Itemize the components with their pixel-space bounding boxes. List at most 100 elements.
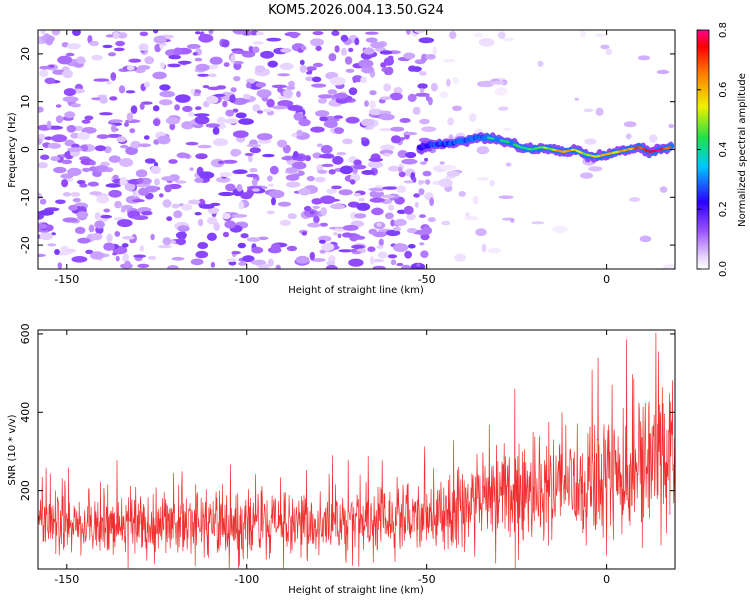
heatmap-cell <box>638 55 650 61</box>
heatmap-cell <box>205 95 219 104</box>
heatmap-cell <box>169 123 176 131</box>
heatmap-cell <box>243 93 251 100</box>
heatmap-cell <box>115 40 125 47</box>
heatmap-cell <box>195 106 202 111</box>
heatmap-cell <box>353 245 360 250</box>
heatmap-cell <box>469 113 477 122</box>
heatmap-cell <box>132 199 145 203</box>
heatmap-cell <box>625 133 632 140</box>
heatmap-cell <box>96 134 110 140</box>
heatmap-cell <box>262 108 272 113</box>
heatmap-cell <box>452 76 460 86</box>
heatmap-cell <box>340 47 348 56</box>
heatmap-cell <box>107 133 122 138</box>
heatmap-cell <box>126 65 135 71</box>
heatmap-cell <box>208 30 214 35</box>
heatmap-cell <box>368 228 378 235</box>
heatmap-cell <box>233 75 241 82</box>
heatmap-cell <box>407 244 416 249</box>
heatmap-cell <box>55 104 62 108</box>
heatmap-cell <box>323 119 338 128</box>
heatmap-cell <box>139 31 149 37</box>
heatmap-cell <box>194 177 204 183</box>
heatmap-cell <box>246 144 261 148</box>
heatmap-cell <box>272 105 288 110</box>
heatmap-cell <box>352 76 357 83</box>
heatmap-cell <box>363 47 375 55</box>
heatmap-cell <box>639 235 652 243</box>
heatmap-cell <box>390 259 397 266</box>
heatmap-cell <box>124 182 136 192</box>
heatmap-cell <box>316 143 323 148</box>
heatmap-cell <box>195 153 208 160</box>
heatmap-cell <box>403 205 414 215</box>
ridge-core <box>571 148 575 151</box>
heatmap-cell <box>465 212 470 217</box>
heatmap-cell <box>367 246 376 252</box>
snr-y-tick-label: 400 <box>19 402 32 423</box>
heatmap-cell <box>72 30 81 36</box>
heatmap-cell <box>353 192 361 197</box>
heatmap-cell <box>255 65 265 73</box>
snr-y-axis-label: SNR (10 * v/v) <box>7 414 18 485</box>
heatmap-cell <box>356 202 371 211</box>
heatmap-cell <box>291 161 307 170</box>
heatmap-cell <box>68 204 78 211</box>
heatmap-cell <box>210 261 216 268</box>
heatmap-cell <box>475 228 487 237</box>
heatmap-cell <box>320 207 328 216</box>
heatmap-cell <box>406 30 411 35</box>
heatmap-cell <box>230 87 237 93</box>
heatmap-cell <box>188 111 194 117</box>
heatmap-cell <box>202 85 210 89</box>
heatmap-cell <box>232 50 248 54</box>
spectrogram-x-tick-label: 0 <box>603 273 610 286</box>
heatmap-cell <box>439 161 445 165</box>
heatmap-cell <box>447 117 454 126</box>
heatmap-cell <box>452 105 462 112</box>
heatmap-cell <box>162 199 172 208</box>
heatmap-cell <box>235 112 247 119</box>
heatmap-cell <box>333 92 348 99</box>
heatmap-cell <box>268 183 275 187</box>
heatmap-cell <box>271 84 288 89</box>
heatmap-cell <box>353 159 362 167</box>
heatmap-cell <box>369 100 376 109</box>
heatmap-cell <box>305 66 317 71</box>
heatmap-cell <box>283 155 293 161</box>
heatmap-cell <box>177 225 190 232</box>
heatmap-cell <box>321 163 334 168</box>
heatmap-cell <box>416 263 421 267</box>
heatmap-cell <box>47 243 57 247</box>
heatmap-cell <box>331 30 340 36</box>
heatmap-cell <box>232 130 249 138</box>
heatmap-cell <box>310 258 326 262</box>
heatmap-cell <box>241 99 251 103</box>
heatmap-cell <box>190 258 204 266</box>
heatmap-cell <box>379 96 392 100</box>
heatmap-cell <box>353 235 366 240</box>
heatmap-cell <box>330 203 345 210</box>
heatmap-cell <box>50 156 61 162</box>
heatmap-cell <box>594 33 608 37</box>
heatmap-cell <box>112 31 120 39</box>
heatmap-cell <box>531 221 545 225</box>
heatmap-cell <box>381 194 396 199</box>
heatmap-cell <box>85 249 94 255</box>
heatmap-cell <box>418 188 425 196</box>
heatmap-cell <box>321 242 335 252</box>
heatmap-cell <box>181 203 193 211</box>
heatmap-cell <box>336 152 347 156</box>
heatmap-cell <box>64 111 76 119</box>
heatmap-cell <box>120 207 126 213</box>
heatmap-cell <box>398 171 406 178</box>
heatmap-cell <box>348 87 358 96</box>
heatmap-cell <box>119 176 128 186</box>
heatmap-cell <box>329 76 346 86</box>
heatmap-cell <box>360 137 368 141</box>
heatmap-cell <box>369 255 375 265</box>
heatmap-cell <box>122 236 135 240</box>
spectrogram-x-axis-label: Height of straight line (km) <box>288 285 424 296</box>
heatmap-cell <box>328 169 336 175</box>
heatmap-cell <box>38 162 48 169</box>
